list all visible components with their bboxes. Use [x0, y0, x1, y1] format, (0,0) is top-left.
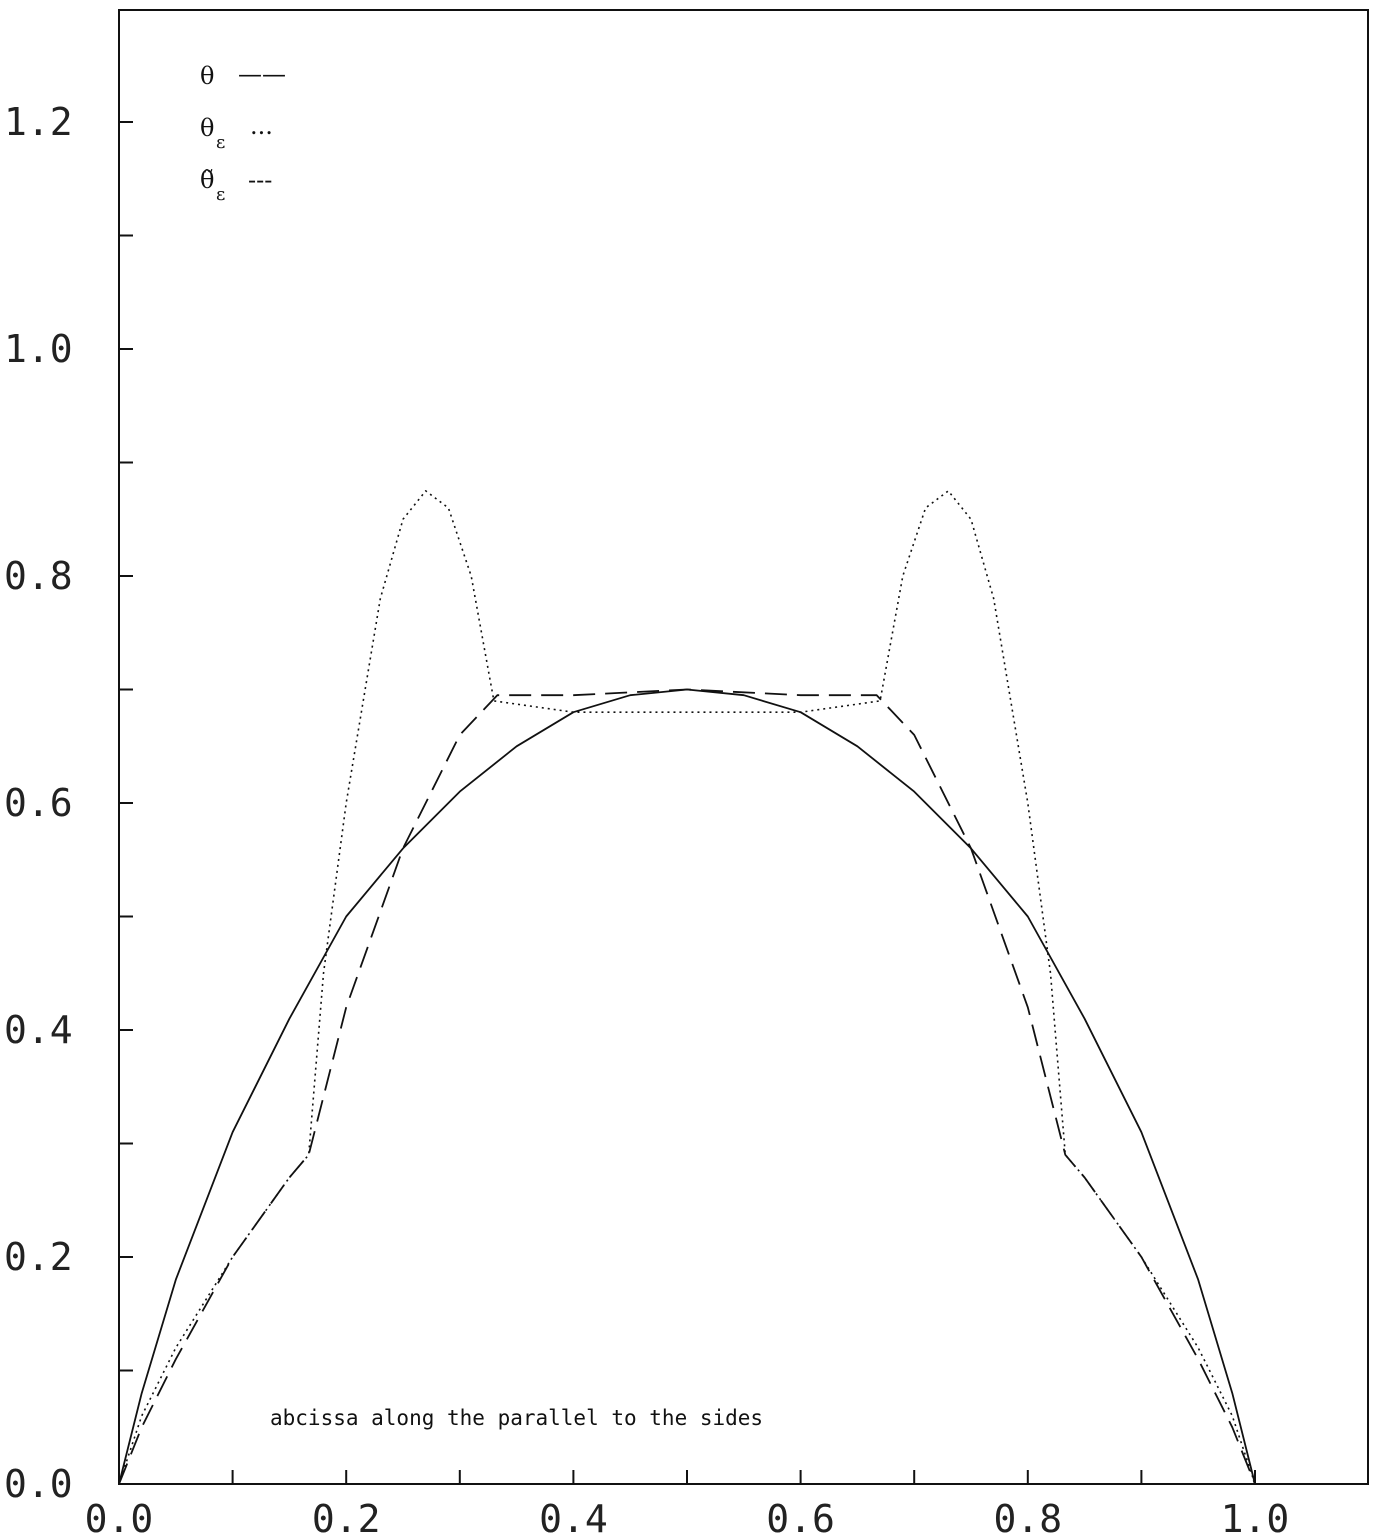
plot-frame [118, 9, 1369, 1485]
x-tick-label: 1.0 [1221, 1497, 1290, 1538]
y-tick-label: 0.0 [4, 1462, 73, 1506]
legend-sample: --- [248, 166, 272, 194]
y-tick-label: 1.0 [4, 327, 73, 371]
y-tick-label: 0.2 [4, 1235, 73, 1279]
x-tick-label: 0.4 [539, 1497, 608, 1538]
x-tick-label: 0.6 [766, 1497, 835, 1538]
y-tick-label: 0.6 [4, 781, 73, 825]
legend-sample: ... [250, 112, 273, 140]
series-line-solid [118, 688, 1256, 1485]
series-line-dotted [118, 490, 1256, 1485]
legend-sample: —— [238, 60, 286, 88]
y-tick-label: 1.2 [4, 100, 73, 144]
legend-entry-theta: θ —— [200, 60, 286, 90]
x-tick-label: 0.8 [993, 1497, 1062, 1538]
legend-entry-theta-eps: θ ε ... [200, 112, 273, 153]
legend-symbol: θ̃ [200, 166, 214, 194]
legend-subscript: ε [216, 132, 225, 153]
legend-subscript: ε [216, 184, 225, 205]
x-tick-label: 0.0 [85, 1497, 154, 1538]
legend-entry-theta-tilde-eps: θ̃ ε --- [200, 166, 272, 205]
series-line-dashed [118, 688, 1256, 1485]
legend-symbol: θ [200, 114, 214, 142]
x-tick-label: 0.2 [312, 1497, 381, 1538]
legend-symbol: θ [200, 62, 214, 90]
y-tick-label: 0.4 [4, 1008, 73, 1052]
chart-annotation: abcissa along the parallel to the sides [270, 1406, 763, 1430]
chart-series [118, 490, 1256, 1485]
y-tick-label: 0.8 [4, 554, 73, 598]
axis-ticks [119, 121, 1256, 1484]
legend: θ —— θ ε ... θ̃ ε --- [200, 60, 286, 205]
axis-tick-labels: 0.0 0.2 0.4 0.6 0.8 1.0 0.0 0.2 0.4 0.6 0.8 1.0 1.2 [4, 100, 1289, 1538]
